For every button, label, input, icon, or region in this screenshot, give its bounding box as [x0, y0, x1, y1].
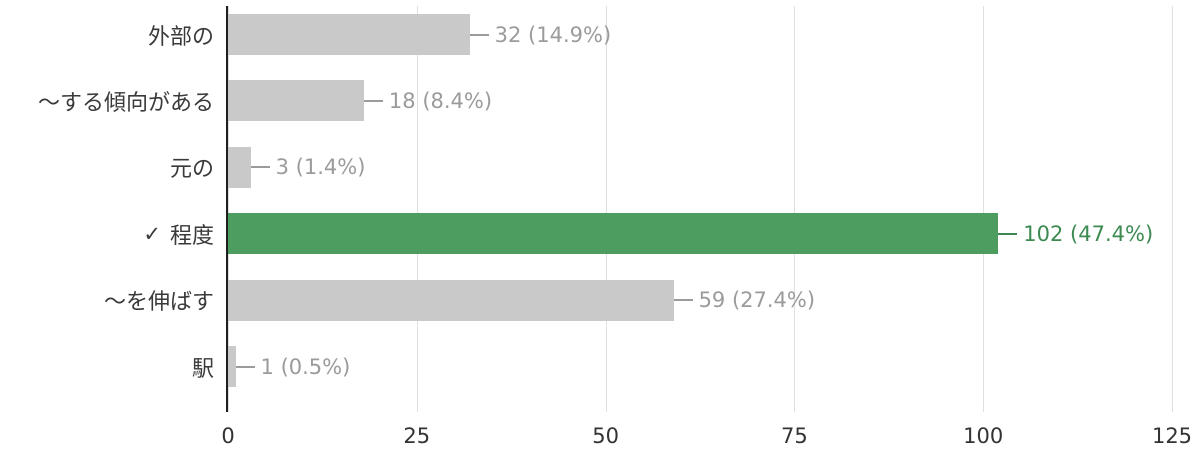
value-label-group: 59 (27.4%): [673, 280, 816, 321]
value-callout-line: [469, 33, 489, 36]
x-tick-label: 125: [1151, 424, 1193, 448]
x-tick-label: 25: [403, 424, 431, 448]
value-callout-line: [998, 232, 1018, 235]
gridline: [228, 6, 229, 412]
x-tick-label: 75: [781, 424, 808, 448]
value-label-group: 3 (1.4%): [250, 147, 366, 188]
value-callout-line: [363, 99, 383, 102]
plot-area: 32 (14.9%) 18 (8.4%) 3 (1.4%) 102 (47.4%) 59…: [226, 6, 1173, 412]
x-tick-label: 50: [592, 424, 619, 448]
value-label: 59 (27.4%): [698, 288, 816, 313]
gridline: [605, 6, 607, 412]
value-label: 32 (14.9%): [494, 22, 612, 47]
y-axis-category-labels: 外部の〜する傾向がある元の ✓ 程度〜を伸ばす駅: [0, 0, 214, 456]
category-label-text: 元の: [169, 157, 214, 183]
gridline: [794, 6, 796, 412]
value-label: 18 (8.4%): [388, 88, 493, 113]
value-callout-line: [235, 365, 255, 368]
check-icon: ✓: [143, 221, 161, 246]
value-label-group: 32 (14.9%): [469, 14, 612, 55]
value-label-group: 102 (47.4%): [998, 213, 1153, 254]
category-label-text: 〜する傾向がある: [37, 90, 214, 116]
bar-correct-answer: [228, 213, 999, 255]
y-axis-line: [226, 6, 228, 412]
bar: [228, 279, 674, 321]
value-label: 1 (0.5%): [260, 354, 351, 379]
value-label-group: 1 (0.5%): [235, 346, 351, 387]
value-callout-line: [250, 166, 270, 169]
x-tick-label: 0: [221, 424, 235, 448]
x-tick-label: 100: [963, 424, 1004, 448]
bar: [228, 80, 364, 122]
value-label: 3 (1.4%): [275, 155, 366, 180]
category-label: 元の: [0, 147, 214, 188]
bar: [228, 146, 251, 188]
category-label: 外部の: [0, 14, 214, 55]
category-label: ✓ 程度: [0, 213, 214, 254]
bar: [228, 14, 470, 55]
gridline: [1172, 6, 1173, 412]
x-axis-tick-labels: 0 25 50 75 100 125: [221, 424, 1192, 454]
category-label-text: 〜を伸ばす: [103, 290, 214, 316]
category-label: 〜を伸ばす: [0, 280, 214, 321]
category-label-text: 駅: [191, 356, 214, 382]
value-label-group: 18 (8.4%): [363, 80, 493, 121]
gridline: [416, 6, 418, 412]
bar: [228, 346, 236, 387]
gridline: [983, 6, 985, 412]
category-label-text: 外部の: [147, 24, 214, 50]
category-label: 駅: [0, 346, 214, 387]
value-label: 102 (47.4%): [1023, 221, 1154, 246]
category-label: 〜する傾向がある: [0, 80, 214, 121]
category-label-text: 程度: [169, 223, 214, 249]
value-callout-line: [673, 299, 693, 302]
